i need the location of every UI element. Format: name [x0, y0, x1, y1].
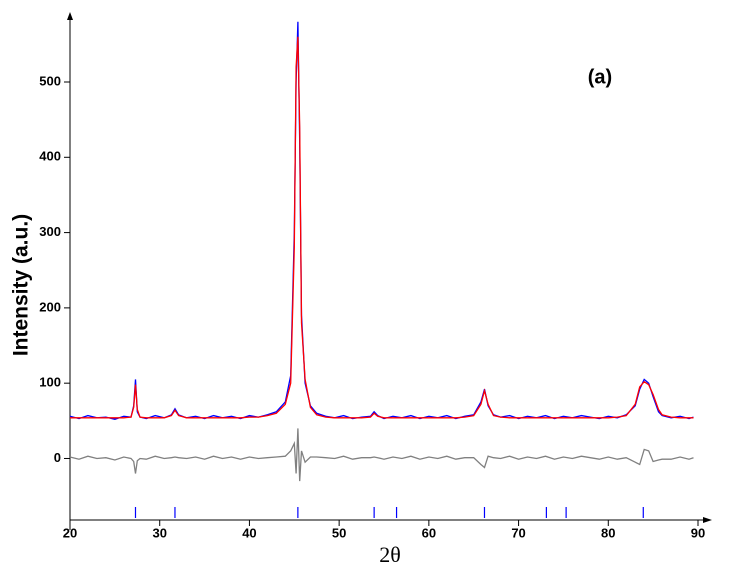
- x-tick-label: 60: [422, 525, 436, 540]
- x-tick-label: 90: [691, 525, 705, 540]
- series-line: [70, 36, 694, 419]
- y-tick-label: 500: [39, 73, 61, 88]
- y-axis-label: Intensity (a.u.): [10, 214, 33, 356]
- y-tick-label: 100: [39, 375, 61, 390]
- x-tick-label: 80: [601, 525, 615, 540]
- annotation: (a): [588, 66, 612, 88]
- y-axis-arrow: [67, 12, 73, 20]
- y-tick-label: 300: [39, 224, 61, 239]
- x-tick-label: 40: [242, 525, 256, 540]
- x-tick-label: 30: [152, 525, 166, 540]
- x-tick-label: 20: [63, 525, 77, 540]
- y-tick-label: 400: [39, 149, 61, 164]
- x-axis-arrow: [703, 517, 712, 523]
- y-tick-label: 0: [54, 450, 61, 465]
- x-tick-label: 70: [511, 525, 525, 540]
- y-tick-label: 200: [39, 299, 61, 314]
- x-axis-label: 2θ: [379, 542, 401, 567]
- x-tick-label: 50: [332, 525, 346, 540]
- series-line: [69, 428, 694, 482]
